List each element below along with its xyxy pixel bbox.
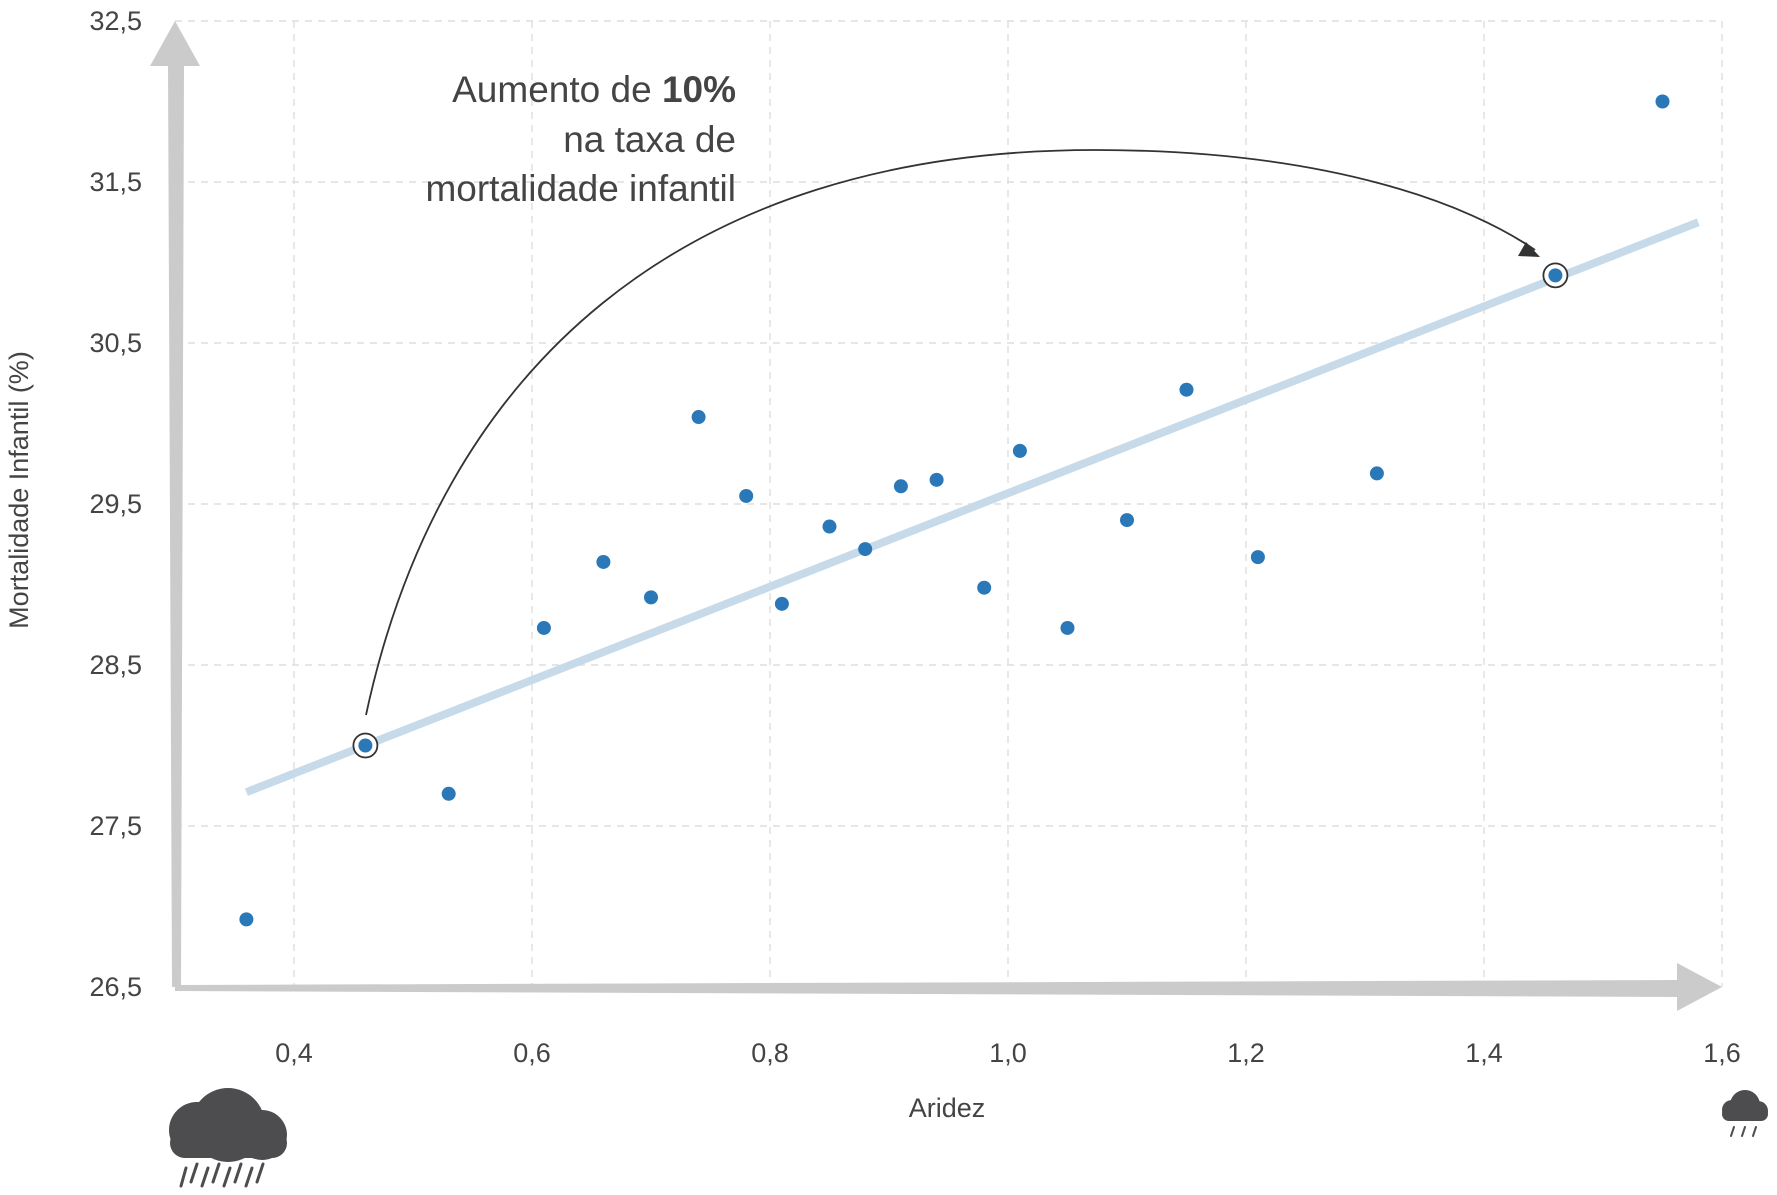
y-tick-label: 27,5 bbox=[89, 811, 142, 841]
highlighted-points bbox=[352, 262, 1569, 759]
annotation-line-1: Aumento de 10% bbox=[452, 69, 736, 110]
data-point bbox=[1369, 466, 1384, 481]
data-point bbox=[1655, 94, 1670, 109]
y-tick-label: 32,5 bbox=[89, 6, 142, 36]
trendline-path bbox=[244, 218, 1700, 796]
axis-arrows bbox=[150, 21, 1722, 1011]
data-point bbox=[691, 410, 706, 425]
x-tick-label: 0,6 bbox=[513, 1038, 551, 1068]
annotation-text: Aumento de 10% na taxa de mortalidade in… bbox=[425, 69, 736, 209]
y-tick-label: 31,5 bbox=[89, 167, 142, 197]
annotation-arrowhead bbox=[1518, 242, 1540, 257]
highlighted-point bbox=[352, 732, 379, 759]
x-tick-label: 1,6 bbox=[1703, 1038, 1741, 1068]
y-tick-label: 26,5 bbox=[89, 972, 142, 1002]
y-axis-label: Mortalidade Infantil (%) bbox=[4, 351, 34, 629]
x-axis-shaft bbox=[175, 980, 1677, 997]
data-point bbox=[441, 786, 456, 801]
data-point bbox=[739, 488, 754, 503]
data-point bbox=[1012, 443, 1027, 458]
light-rain-cloud-icon bbox=[1722, 1090, 1768, 1137]
data-point bbox=[977, 580, 992, 595]
data-point bbox=[929, 472, 944, 487]
data-point bbox=[1060, 620, 1075, 635]
grid-lines bbox=[175, 20, 1723, 987]
data-point bbox=[822, 519, 837, 534]
annotation-line-3: mortalidade infantil bbox=[425, 168, 736, 209]
annotation-arc bbox=[365, 149, 1536, 716]
data-point bbox=[1179, 382, 1194, 397]
data-point bbox=[596, 554, 611, 569]
data-points bbox=[239, 94, 1670, 927]
trendline bbox=[244, 218, 1700, 796]
y-tick-labels: 26,5 27,5 28,5 29,5 30,5 31,5 32,5 bbox=[89, 6, 142, 1002]
y-axis-shaft bbox=[168, 66, 184, 987]
data-point bbox=[893, 479, 908, 494]
data-point bbox=[239, 912, 254, 927]
y-axis-arrowhead bbox=[150, 21, 200, 66]
data-point bbox=[1250, 550, 1265, 565]
highlight-dot bbox=[358, 738, 373, 753]
annotation-line-2: na taxa de bbox=[563, 119, 736, 160]
x-tick-label: 1,4 bbox=[1465, 1038, 1503, 1068]
data-point bbox=[644, 590, 658, 605]
x-tick-label: 1,2 bbox=[1227, 1038, 1265, 1068]
x-axis-arrowhead bbox=[1677, 963, 1722, 1011]
y-tick-label: 28,5 bbox=[89, 650, 142, 680]
x-tick-label: 1,0 bbox=[989, 1038, 1027, 1068]
heavy-rain-cloud-icon bbox=[169, 1088, 287, 1188]
data-point bbox=[774, 596, 789, 611]
x-tick-label: 0,8 bbox=[751, 1038, 789, 1068]
data-point bbox=[536, 620, 551, 635]
y-tick-label: 30,5 bbox=[89, 328, 142, 358]
highlight-dot bbox=[1548, 268, 1563, 283]
x-tick-label: 0,4 bbox=[275, 1038, 313, 1068]
x-tick-labels: 0,4 0,6 0,8 1,0 1,2 1,4 1,6 bbox=[275, 1038, 1741, 1068]
data-point bbox=[1120, 513, 1134, 528]
x-axis-label: Aridez bbox=[909, 1093, 986, 1123]
annotation-arrow bbox=[365, 149, 1540, 716]
highlighted-point bbox=[1542, 262, 1569, 289]
data-point bbox=[858, 542, 873, 557]
y-tick-label: 29,5 bbox=[89, 489, 142, 519]
